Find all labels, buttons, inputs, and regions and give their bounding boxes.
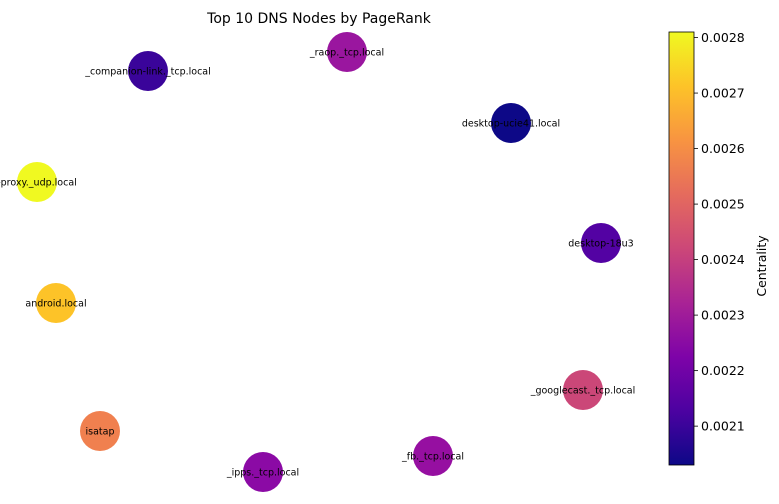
colorbar-tick-label: 0.0026 [701, 141, 745, 156]
colorbar-label: Centrality [754, 235, 769, 297]
network-node: _fb._tcp.local [401, 436, 464, 476]
node-label: desktop-18u3 [568, 239, 633, 250]
node-circle [36, 283, 76, 323]
colorbar: 0.0021 0.0022 0.0023 0.0024 0.0025 0.0026 0.00… [668, 30, 769, 466]
colorbar-ticks: 0.0021 0.0022 0.0023 0.0024 0.0025 0.0026 0.00… [694, 30, 745, 434]
network-node: _ipps._tcp.local [226, 452, 299, 492]
node-label: _ipps._tcp.local [226, 468, 299, 479]
node-circle [243, 452, 283, 492]
node-label: -proxy._udp.local [0, 178, 77, 189]
node-label: _fb._tcp.local [401, 452, 464, 463]
network-node: isatap [80, 411, 120, 451]
colorbar-tick-label: 0.0023 [701, 308, 745, 323]
network-node: _googlecast._tcp.local [530, 370, 636, 410]
node-circle [563, 370, 603, 410]
node-label: isatap [86, 427, 115, 438]
node-label: _companion-link._tcp.local [84, 67, 211, 78]
chart-title: Top 10 DNS Nodes by PageRank [206, 11, 432, 27]
node-circle [413, 436, 453, 476]
network-node: desktop-18u3 [568, 223, 634, 263]
colorbar-tick-label: 0.0025 [701, 197, 745, 212]
node-circle [491, 103, 531, 143]
node-label: _raop._tcp.local [309, 48, 384, 59]
node-circle [581, 223, 621, 263]
colorbar-tick-label: 0.0021 [701, 419, 745, 434]
network-node: desktop-ucie41.local [462, 103, 560, 143]
node-circle [327, 32, 367, 72]
colorbar-tick-label: 0.0027 [701, 86, 745, 101]
node-circle [128, 51, 168, 91]
nodes-layer: _companion-link._tcp.local _raop._tcp.loc… [0, 32, 635, 492]
colorbar-tick-label: 0.0024 [701, 252, 745, 267]
node-label: _googlecast._tcp.local [530, 386, 636, 397]
node-circle [80, 411, 120, 451]
network-node: _raop._tcp.local [309, 32, 384, 72]
colorbar-tick-label: 0.0022 [701, 363, 745, 378]
node-label: desktop-ucie41.local [462, 119, 560, 130]
network-node: -proxy._udp.local [0, 162, 77, 202]
colorbar-gradient [668, 31, 695, 466]
node-circle [17, 162, 57, 202]
colorbar-tick-label: 0.0028 [701, 30, 745, 45]
node-label: android.local [25, 299, 86, 310]
network-node: _companion-link._tcp.local [84, 51, 211, 91]
network-node: android.local [25, 283, 87, 323]
